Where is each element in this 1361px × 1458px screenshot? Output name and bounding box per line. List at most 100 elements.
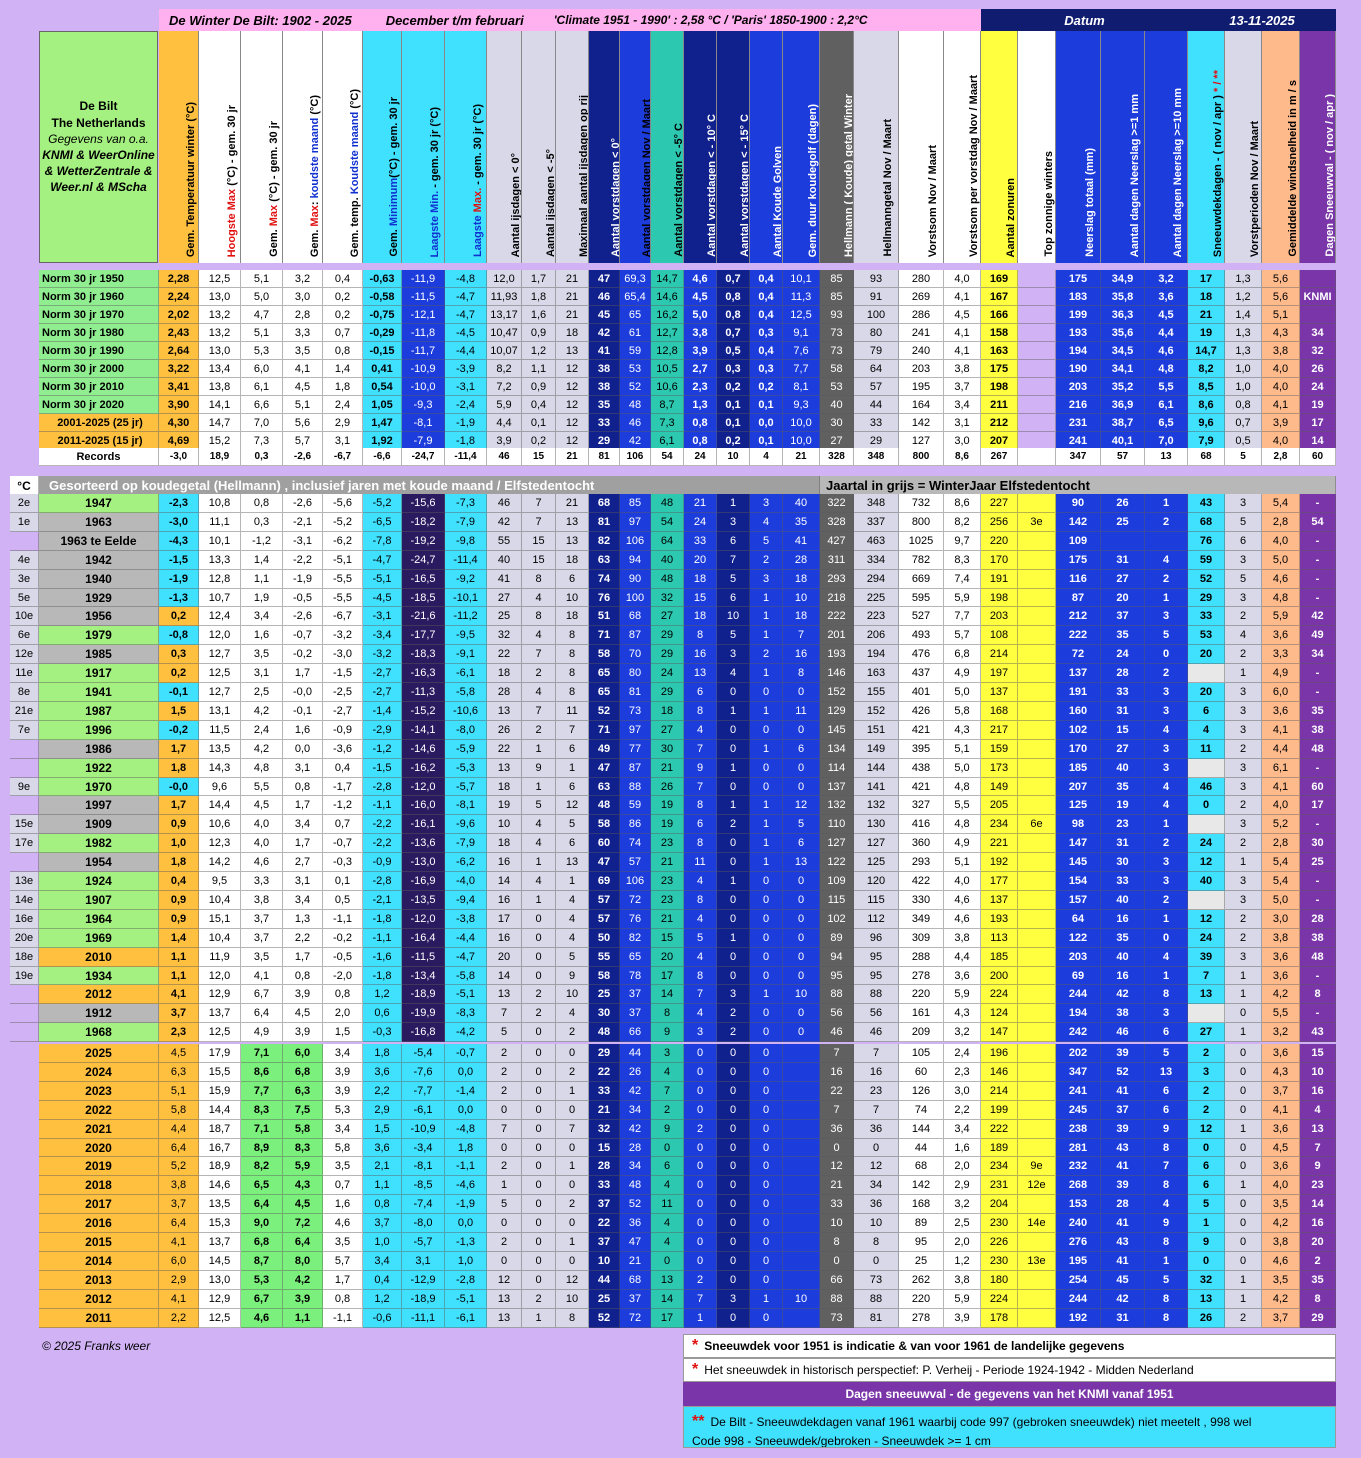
norm-cell: 6,1 xyxy=(1145,396,1188,414)
cold-cell: 14 xyxy=(487,967,522,985)
recent-cell: 14e xyxy=(1018,1214,1056,1233)
norm-cell: -4,7 xyxy=(445,288,487,306)
cold-cell: 80 xyxy=(620,664,651,683)
recent-cell: 8 xyxy=(1300,1290,1336,1309)
norm-cell: 12,5 xyxy=(199,270,241,288)
cold-cell: 1,1 xyxy=(159,948,199,967)
recent-cell: 28 xyxy=(589,1157,620,1176)
norm-cell: 3,4 xyxy=(944,396,981,414)
cold-cell: -2,7 xyxy=(363,664,402,683)
cold-cell: 58 xyxy=(589,967,620,985)
norm-cell xyxy=(1300,306,1336,324)
norm-cell: 7,6 xyxy=(783,342,820,360)
footnote-4-line-1: De Bilt - Sneeuwdekdagen vanaf 1961 waar… xyxy=(710,1415,1252,1429)
norm-cell: 69,3 xyxy=(620,270,651,288)
cold-cell: -0,2 xyxy=(159,721,199,740)
column-header-text: Neerslag totaal (mm) xyxy=(1084,148,1097,257)
cold-cell: 6,4 xyxy=(241,1004,283,1023)
cold-cell: 46 xyxy=(487,494,522,513)
recent-year-cell: 2023 xyxy=(39,1082,159,1101)
recent-cell: 4,5 xyxy=(283,1195,323,1214)
recent-cell: -6,1 xyxy=(402,1101,445,1120)
recent-cell: 1,2 xyxy=(363,1290,402,1309)
cold-cell: 1,4 xyxy=(241,551,283,570)
cold-cell: 4 xyxy=(1145,778,1188,796)
cold-cell: 185 xyxy=(1056,759,1101,778)
recent-cell: 0 xyxy=(684,1214,717,1233)
column-header-text: Minimum xyxy=(388,178,401,227)
column-header-text: Max xyxy=(308,205,321,227)
norm-cell: 12,0 xyxy=(487,270,522,288)
cold-cell xyxy=(1018,1004,1056,1023)
cold-cell: 12,3 xyxy=(199,834,241,853)
rank-cell: 12e xyxy=(10,645,39,664)
recent-cell: 28 xyxy=(620,1139,651,1157)
norm-cell: 4,1 xyxy=(1262,396,1300,414)
recent-cell: 81 xyxy=(854,1309,899,1328)
norm-cell: 4,5 xyxy=(944,306,981,324)
cold-cell: 5,5 xyxy=(1262,1004,1300,1023)
cold-cell: 6 xyxy=(556,778,589,796)
cold-cell: 6 xyxy=(556,834,589,853)
cold-cell: -5,6 xyxy=(323,494,363,513)
cold-cell: 35 xyxy=(1101,778,1145,796)
footnote-2-text: Het sneeuwdek in historisch perspectief:… xyxy=(704,1363,1194,1377)
cold-cell: 2,8 xyxy=(1262,513,1300,532)
cold-cell: -0,5 xyxy=(323,948,363,967)
cold-cell: 2 xyxy=(522,1004,556,1023)
column-header-text: Hellmanngetal Nov / Maart xyxy=(882,119,895,257)
cold-cell: 0 xyxy=(522,929,556,948)
recent-cell: 37 xyxy=(589,1233,620,1252)
cold-cell: -14,1 xyxy=(402,721,445,740)
intro-box: De Bilt The Netherlands Gegevens van o.a… xyxy=(39,31,158,263)
recent-cell: 180 xyxy=(981,1271,1018,1290)
cold-cell: 76 xyxy=(620,910,651,929)
cold-cell: 0,8 xyxy=(283,967,323,985)
cold-cell: -13,5 xyxy=(402,891,445,910)
cold-cell: 8 xyxy=(684,891,717,910)
recent-cell: 3,4 xyxy=(944,1120,981,1139)
cold-cell: 11,9 xyxy=(199,948,241,967)
recent-cell: 3 xyxy=(1188,1063,1225,1082)
cold-cell: 16 xyxy=(487,891,522,910)
cold-cell: 57 xyxy=(589,910,620,929)
column-header-29: Vorstperioden Nov / Maart xyxy=(1225,31,1262,263)
year-cell: 1922 xyxy=(39,759,159,778)
records-cell: 5 xyxy=(1225,448,1262,466)
cold-cell: 493 xyxy=(899,626,944,645)
recent-cell: 2 xyxy=(1188,1044,1225,1063)
cold-cell: -11,4 xyxy=(445,551,487,570)
norm-cell: 7,2 xyxy=(487,378,522,396)
recent-cell: 7 xyxy=(684,1290,717,1309)
recent-cell: 41 xyxy=(1101,1157,1145,1176)
cold-cell: -16,8 xyxy=(402,1023,445,1042)
recent-cell: 3,8 xyxy=(944,1271,981,1290)
recent-cell: -2,8 xyxy=(445,1271,487,1290)
cold-cell: 5 xyxy=(684,929,717,948)
cold-cell: -2,5 xyxy=(323,683,363,702)
norm-cell: 3,8 xyxy=(684,324,717,342)
cold-cell: 12 xyxy=(1188,853,1225,872)
cold-cell: 30 xyxy=(589,1004,620,1023)
recent-cell xyxy=(1018,1044,1056,1063)
norm-cell: 4,1 xyxy=(944,342,981,360)
recent-cell: 36 xyxy=(854,1195,899,1214)
cold-cell: -1,5 xyxy=(363,759,402,778)
cold-cell: - xyxy=(1300,532,1336,551)
cold-cell: 18 xyxy=(684,607,717,626)
norm-cell: 0,1 xyxy=(750,396,783,414)
norm-cell: -1,9 xyxy=(445,414,487,432)
recent-cell: 0 xyxy=(487,1214,522,1233)
cold-cell: 10,6 xyxy=(199,815,241,834)
title-period: December t/m februari xyxy=(385,12,524,28)
column-header-text: Gem. duur koudegolf (dagen) xyxy=(807,103,820,257)
cold-cell: 46 xyxy=(1101,1023,1145,1042)
column-header-text: (°C) xyxy=(348,88,361,112)
cold-cell: 3,6 xyxy=(1262,702,1300,721)
norm-cell: 13,4 xyxy=(199,360,241,378)
recent-cell: 1 xyxy=(556,1233,589,1252)
recent-cell: 12,9 xyxy=(199,1290,241,1309)
recent-cell: 0,7 xyxy=(323,1176,363,1195)
year-cell: 1956 xyxy=(39,607,159,626)
recent-cell: -8,0 xyxy=(402,1214,445,1233)
